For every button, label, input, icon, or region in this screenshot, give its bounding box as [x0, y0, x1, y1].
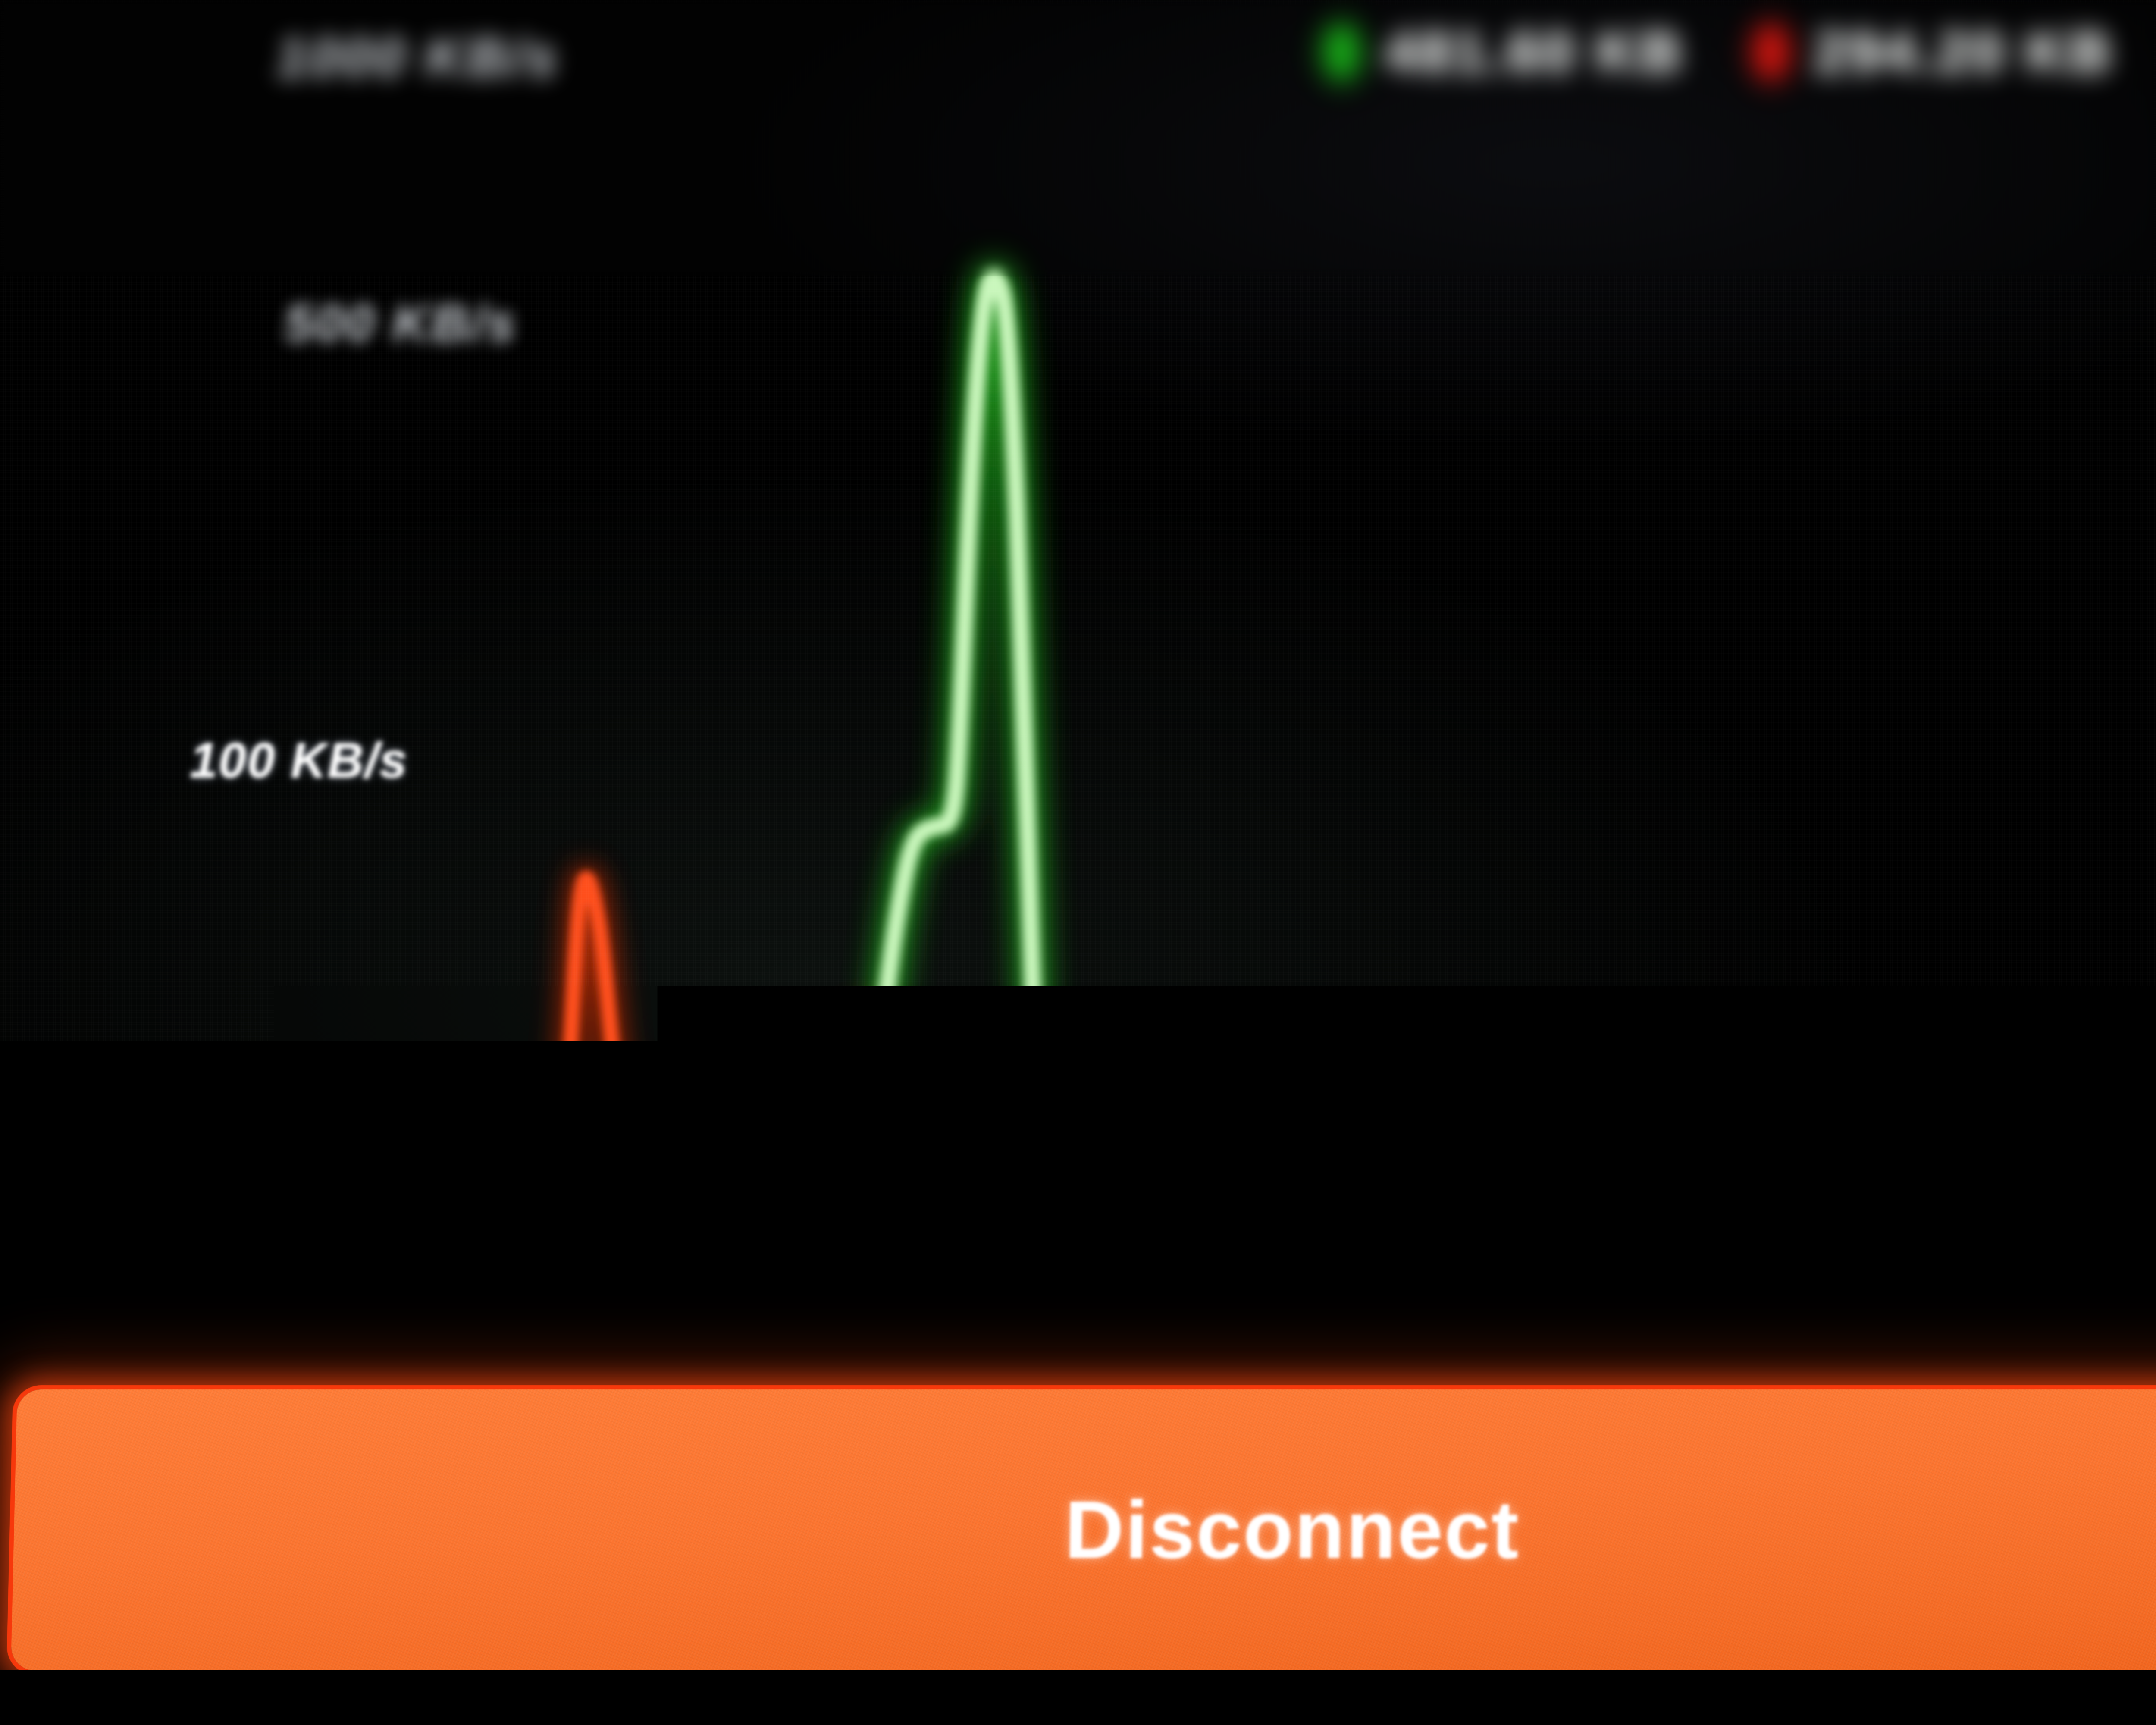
download-line [390, 277, 1185, 1266]
axis-label-0: 0 KB/s [166, 1233, 332, 1286]
disconnect-button[interactable]: Disconnect [11, 1389, 2156, 1671]
screen-bezel-bottom [0, 1670, 2156, 1725]
download-speed-value: 481.60 KB [1385, 24, 1684, 81]
bandwidth-graph [0, 0, 2156, 1363]
phone-screen-photo: 481.60 KB 294.20 KB 1000 KB/s 500 KB/s 1… [0, 0, 2156, 1725]
upload-series [390, 878, 1185, 1262]
speed-legend: 481.60 KB 294.20 KB [1328, 24, 2114, 81]
bandwidth-graph-svg [0, 0, 2156, 1363]
axis-label-1000: 1000 KB/s [276, 30, 559, 85]
legend-item-upload: 294.20 KB [1758, 24, 2114, 81]
axis-label-500: 500 KB/s [285, 298, 517, 349]
download-line-glow [390, 277, 1185, 1266]
zero-baseline [379, 1264, 2156, 1268]
disconnect-button-label: Disconnect [1064, 1489, 1520, 1571]
upload-line [390, 878, 1185, 1262]
red-dot-icon [1758, 28, 1784, 76]
green-dot-icon [1328, 28, 1355, 76]
legend-item-download: 481.60 KB [1328, 24, 1684, 81]
download-series [390, 277, 1185, 1266]
upload-speed-value: 294.20 KB [1814, 24, 2114, 81]
axis-label-100: 100 KB/s [190, 735, 408, 785]
